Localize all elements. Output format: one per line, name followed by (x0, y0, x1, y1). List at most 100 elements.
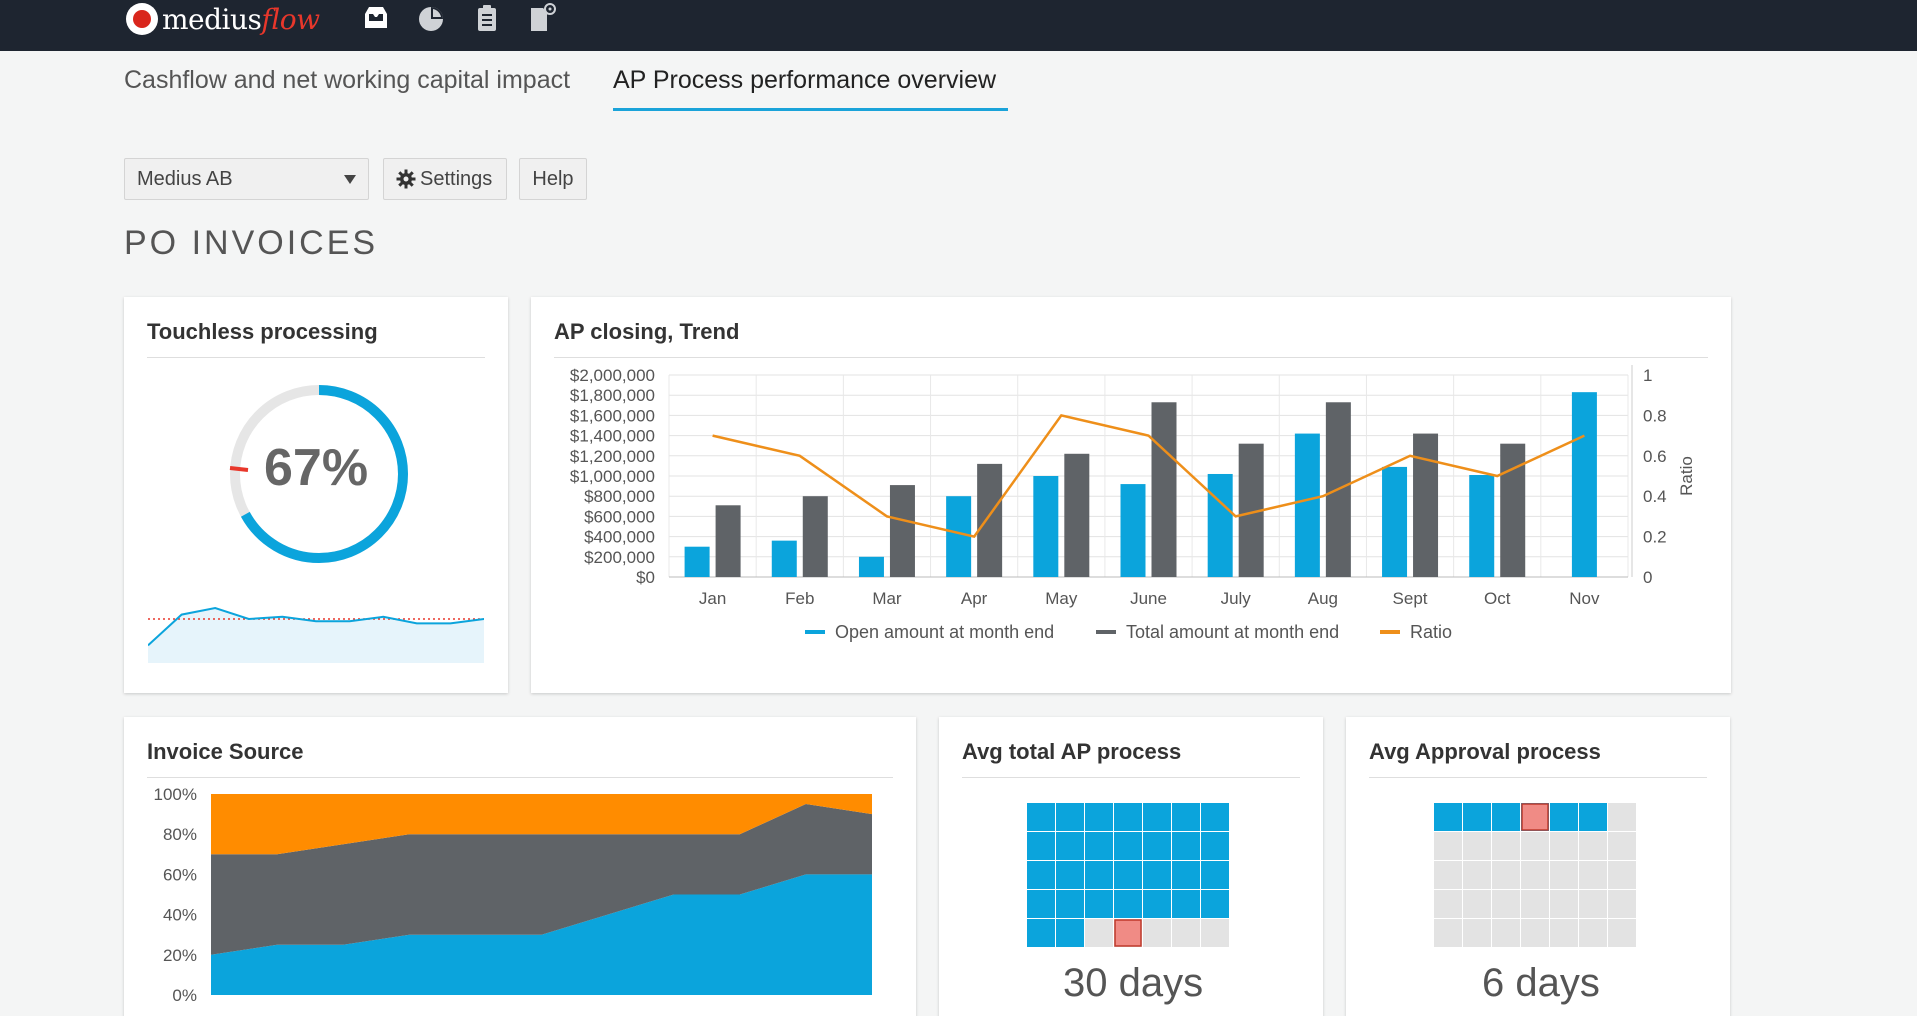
card-divider (1369, 777, 1707, 778)
active-tab-indicator (613, 108, 1008, 111)
day-cell (1492, 832, 1520, 860)
day-cell (1550, 861, 1578, 889)
day-cell (1463, 832, 1491, 860)
y-axis-tick-label: 60% (163, 865, 197, 884)
logo-text-main: medius (162, 2, 262, 36)
y2-axis-tick-label: 1 (1643, 366, 1652, 385)
ap-closing-trend-title: AP closing, Trend (554, 319, 740, 344)
bar-open-amount (1469, 474, 1495, 577)
avg-total-ap-title: Avg total AP process (962, 739, 1182, 764)
day-cell (1579, 919, 1607, 947)
legend-swatch (805, 630, 825, 634)
bar-total-amount (1064, 453, 1090, 577)
y-axis-tick-label: $600,000 (584, 507, 655, 526)
y-axis-tick-label: $1,600,000 (570, 406, 655, 425)
day-cell-filled (1143, 803, 1171, 831)
bar-total-amount (977, 463, 1003, 577)
day-cell-filled (1114, 890, 1142, 918)
day-cell-filled (1085, 890, 1113, 918)
pie-chart-icon[interactable] (415, 2, 447, 34)
day-cell-filled (1056, 890, 1084, 918)
tab-cashflow[interactable]: Cashflow and net working capital impact (124, 66, 571, 94)
day-cell (1492, 890, 1520, 918)
inbox-icon[interactable] (360, 2, 392, 34)
day-cell-filled (1579, 803, 1607, 831)
day-cell (1521, 861, 1549, 889)
invoice-source-chart: 0% 20% 40% 60% 80% 100% (154, 785, 872, 1005)
day-cell-filled (1056, 919, 1084, 947)
avg-approval-days: 6 days (1482, 961, 1600, 1005)
touchless-percent: 67% (264, 439, 369, 497)
x-axis-tick-label: Sept (1393, 589, 1428, 608)
day-cell-marker (1521, 803, 1549, 831)
day-cell (1550, 832, 1578, 860)
top-navigation-bar: mediusflow (0, 0, 1917, 51)
day-cell-filled (1201, 890, 1229, 918)
bar-open-amount (1571, 392, 1597, 577)
day-cell-filled (1201, 861, 1229, 889)
day-cell (1608, 919, 1636, 947)
day-cell-filled (1201, 803, 1229, 831)
avg-total-day-grid (1027, 803, 1229, 947)
y2-axis-title: Ratio (1677, 456, 1696, 496)
day-cell-filled (1027, 803, 1055, 831)
y-axis-tick-label: 20% (163, 946, 197, 965)
settings-button[interactable]: Settings (383, 158, 507, 200)
card-divider (147, 357, 485, 358)
day-cell (1521, 919, 1549, 947)
x-axis-tick-label: May (1045, 589, 1078, 608)
x-axis-tick-label: Aug (1308, 589, 1338, 608)
y-axis-tick-label: $1,800,000 (570, 386, 655, 405)
bar-total-amount (889, 485, 915, 577)
help-button[interactable]: Help (519, 158, 587, 200)
bar-open-amount (684, 546, 710, 577)
day-cell (1492, 919, 1520, 947)
area-series-1 (211, 874, 872, 995)
day-cell-filled (1056, 803, 1084, 831)
avg-total-ap-card: Avg total AP process 30 days (939, 717, 1323, 1016)
legend-swatch (1380, 630, 1400, 634)
ap-closing-chart: $0$200,000$400,000 $600,000$800,000$1,000… (570, 365, 1696, 642)
medius-flow-logo[interactable]: mediusflow (126, 2, 320, 36)
y2-axis-tick-label: 0.4 (1643, 487, 1667, 506)
avg-total-days: 30 days (1063, 961, 1204, 1005)
logo-mark-icon (126, 3, 158, 35)
day-cell-filled (1143, 890, 1171, 918)
x-axis-tick-label: Nov (1569, 589, 1600, 608)
help-button-label: Help (532, 167, 574, 190)
sparkline-line (148, 606, 484, 647)
y2-axis-tick-label: 0.6 (1643, 447, 1667, 466)
y-axis-tick-label: 100% (154, 785, 197, 804)
tab-ap-process-performance[interactable]: AP Process performance overview (613, 66, 997, 94)
y-axis-tick-label: $400,000 (584, 528, 655, 547)
day-cell-filled (1114, 832, 1142, 860)
day-cell-filled (1201, 832, 1229, 860)
day-cell-filled (1027, 832, 1055, 860)
card-divider (554, 357, 1708, 358)
clipboard-icon[interactable] (471, 2, 503, 34)
day-cell-filled (1027, 919, 1055, 947)
day-cell-filled (1027, 861, 1055, 889)
bar-open-amount (771, 540, 797, 577)
document-settings-icon[interactable] (526, 2, 558, 34)
y-axis-tick-label: $200,000 (584, 548, 655, 567)
day-cell (1434, 919, 1462, 947)
company-select[interactable]: Medius AB (124, 158, 369, 200)
touchless-processing-card: Touchless processing 67% (124, 297, 508, 693)
company-select-value: Medius AB (137, 167, 233, 190)
y-axis-tick-label: 80% (163, 825, 197, 844)
day-cell-marker (1114, 919, 1142, 947)
day-cell-filled (1550, 803, 1578, 831)
sparkline-area (148, 608, 484, 663)
area-series-2 (211, 804, 872, 955)
day-cell (1463, 861, 1491, 889)
bar-total-amount (715, 505, 741, 577)
day-cell (1463, 890, 1491, 918)
x-axis-tick-label: Feb (785, 589, 814, 608)
y-axis-tick-label: $1,400,000 (570, 427, 655, 446)
x-axis-tick-label: Mar (872, 589, 902, 608)
bar-open-amount (946, 496, 972, 577)
touchless-donut (229, 385, 408, 563)
y-axis-tick-label: $2,000,000 (570, 366, 655, 385)
day-cell-filled (1143, 861, 1171, 889)
